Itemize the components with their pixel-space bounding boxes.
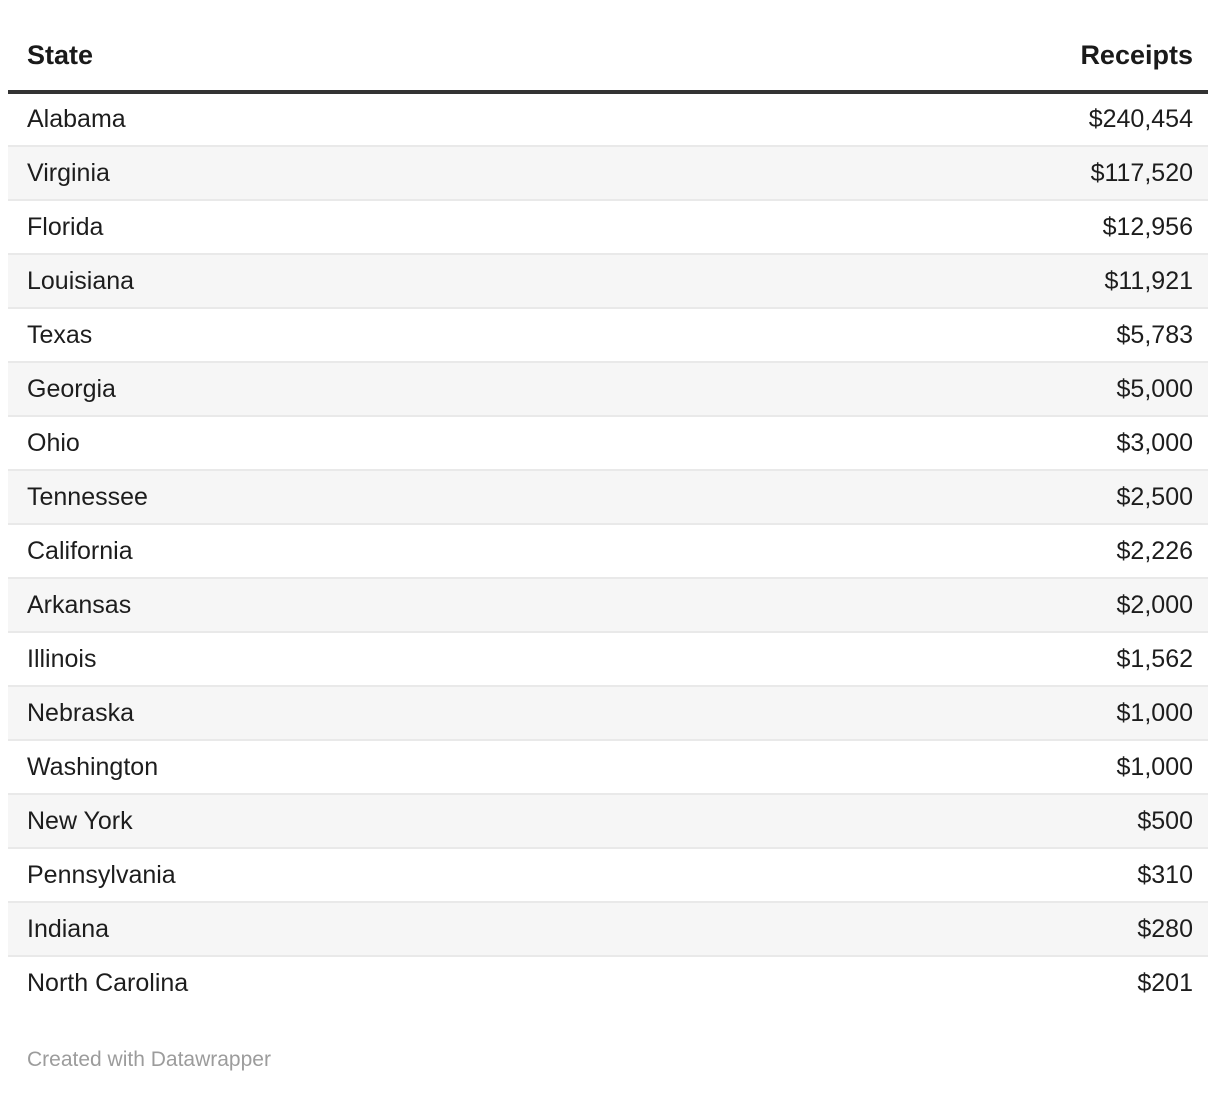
header-row: State Receipts (8, 40, 1208, 94)
state-cell: Pennsylvania (8, 847, 608, 902)
state-cell: Georgia (8, 361, 608, 416)
state-cell: Texas (8, 307, 608, 362)
receipts-cell: $2,500 (608, 469, 1208, 524)
receipts-cell: $240,454 (608, 92, 1208, 146)
table-row: Georgia $5,000 (8, 361, 1208, 416)
table-row: Indiana $280 (8, 901, 1208, 956)
table-row: Tennessee $2,500 (8, 469, 1208, 524)
receipts-cell: $201 (608, 955, 1208, 1010)
receipts-cell: $310 (608, 847, 1208, 902)
state-cell: Florida (8, 199, 608, 254)
table-container: State Receipts Alabama $240,454 Virginia $1… (8, 40, 1208, 1010)
receipts-cell: $1,000 (608, 739, 1208, 794)
table-row: Florida $12,956 (8, 199, 1208, 254)
receipts-cell: $11,921 (608, 253, 1208, 308)
state-cell: Washington (8, 739, 608, 794)
state-cell: Indiana (8, 901, 608, 956)
table-row: Virginia $117,520 (8, 145, 1208, 200)
table-row: Pennsylvania $310 (8, 847, 1208, 902)
state-cell: Ohio (8, 415, 608, 470)
receipts-cell: $5,000 (608, 361, 1208, 416)
table-row: Louisiana $11,921 (8, 253, 1208, 308)
column-header-state: State (8, 40, 608, 94)
receipts-cell: $3,000 (608, 415, 1208, 470)
state-cell: Illinois (8, 631, 608, 686)
receipts-cell: $117,520 (608, 145, 1208, 200)
receipts-cell: $12,956 (608, 199, 1208, 254)
state-cell: Virginia (8, 145, 608, 200)
receipts-cell: $2,000 (608, 577, 1208, 632)
state-cell: New York (8, 793, 608, 848)
table-row: New York $500 (8, 793, 1208, 848)
state-cell: Tennessee (8, 469, 608, 524)
table-row: Nebraska $1,000 (8, 685, 1208, 740)
table-row: Texas $5,783 (8, 307, 1208, 362)
state-cell: Nebraska (8, 685, 608, 740)
table-row: Ohio $3,000 (8, 415, 1208, 470)
state-cell: Louisiana (8, 253, 608, 308)
column-header-receipts: Receipts (608, 40, 1208, 94)
receipts-cell: $1,000 (608, 685, 1208, 740)
datawrapper-credit[interactable]: Created with Datawrapper (27, 1048, 271, 1071)
state-cell: Alabama (8, 92, 608, 146)
table-row: Arkansas $2,000 (8, 577, 1208, 632)
receipts-cell: $2,226 (608, 523, 1208, 578)
receipts-cell: $500 (608, 793, 1208, 848)
receipts-cell: $1,562 (608, 631, 1208, 686)
table-row: Alabama $240,454 (8, 92, 1208, 146)
state-cell: Arkansas (8, 577, 608, 632)
state-cell: North Carolina (8, 955, 608, 1010)
table-row: Illinois $1,562 (8, 631, 1208, 686)
table-body: Alabama $240,454 Virginia $117,520 Florida $1… (8, 92, 1208, 1010)
receipts-cell: $280 (608, 901, 1208, 956)
table-row: Washington $1,000 (8, 739, 1208, 794)
table-row: California $2,226 (8, 523, 1208, 578)
receipts-cell: $5,783 (608, 307, 1208, 362)
receipts-table: State Receipts Alabama $240,454 Virginia $1… (8, 40, 1208, 1010)
state-cell: California (8, 523, 608, 578)
table-header: State Receipts (8, 40, 1208, 94)
table-row: North Carolina $201 (8, 955, 1208, 1010)
